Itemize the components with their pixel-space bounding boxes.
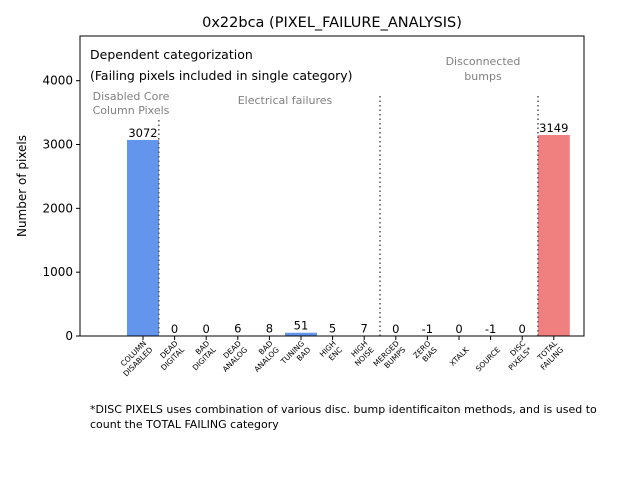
x-tick-label-line: XTALK: [448, 344, 472, 368]
group-disc-label-line1: Disconnected: [446, 55, 521, 68]
x-tick-label-line: SOURCE: [474, 345, 502, 373]
y-tick-label-2: 2000: [42, 201, 73, 215]
y-tick-label-1: 1000: [42, 265, 73, 279]
bar-value-label-8: 0: [392, 322, 399, 336]
group-dividers: [158, 96, 539, 336]
bar-value-label-9: -1: [422, 322, 433, 336]
bar-value-label-7: 7: [361, 322, 368, 336]
mode-annotation-line1: Dependent categorization: [90, 47, 253, 62]
bar-13: [537, 135, 570, 336]
bar-5: [285, 332, 317, 336]
bar-value-label-13: 3149: [539, 121, 568, 135]
bar-value-label-10: 0: [455, 322, 462, 336]
group-core-label-line1: Disabled Core: [93, 90, 170, 103]
y-axis-label: Number of pixels: [15, 135, 29, 237]
bar-value-label-2: 0: [203, 322, 210, 336]
bar-value-label-1: 0: [171, 322, 178, 336]
bar-value-label-5: 51: [294, 319, 309, 333]
bar-value-label-0: 3072: [128, 126, 157, 140]
x-tick-label-11: SOURCE: [474, 345, 502, 373]
bar-value-label-12: 0: [519, 322, 526, 336]
bars-layer: 3072 0 0 6 8 51 5 7 0 -1 0 -1 0 3149: [127, 121, 570, 337]
bar-value-label-3: 6: [234, 322, 241, 336]
bar-value-label-6: 5: [329, 322, 336, 336]
y-tick-label-3: 3000: [42, 138, 73, 152]
y-axis: 0 1000 2000 3000 4000: [42, 74, 80, 343]
x-tick-label-10: XTALK: [448, 344, 472, 368]
plot-frame: [79, 35, 585, 337]
group-disc-label-line2: bumps: [464, 70, 502, 83]
footnote: *DISC PIXELS uses combination of various…: [90, 403, 597, 431]
chart-title: 0x22bca (PIXEL_FAILURE_ANALYSIS): [202, 15, 462, 31]
bar-value-label-11: -1: [485, 322, 496, 336]
y-tick-label-0: 0: [65, 329, 73, 343]
bar-0: [127, 139, 159, 336]
y-tick-label-4: 4000: [42, 74, 73, 88]
mode-annotation-line2: (Failing pixels included in single categ…: [90, 68, 353, 83]
group-core-label-line2: Column Pixels: [93, 104, 170, 117]
bar-value-label-4: 8: [266, 321, 273, 335]
group-electrical-label: Electrical failures: [238, 94, 333, 107]
